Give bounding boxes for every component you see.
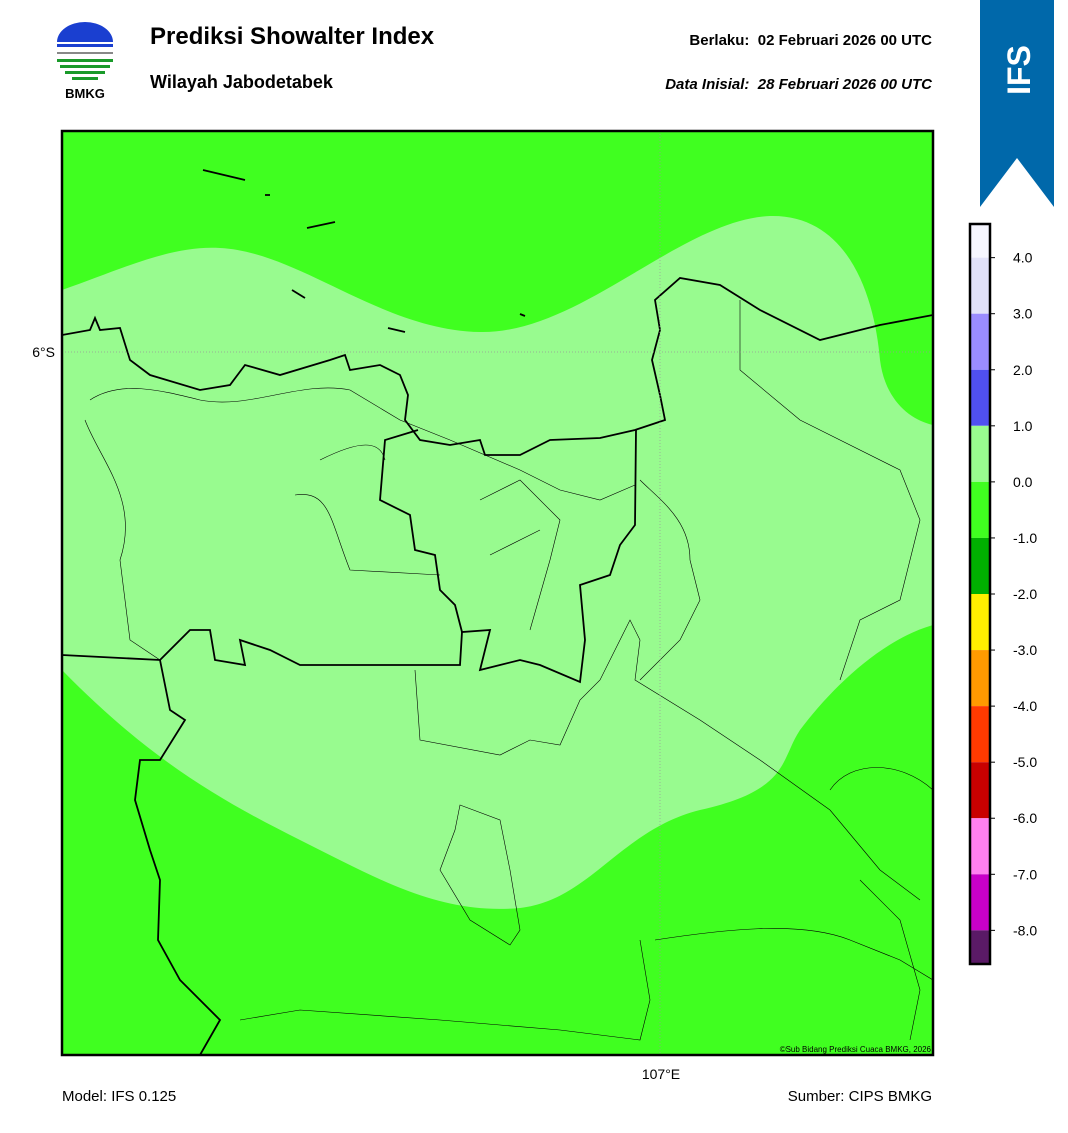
- colorbar-tick-label: -6.0: [1013, 810, 1037, 826]
- colorbar: 4.0 3.0 2.0 1.0 0.0 -1.0 -2.0 -3.0 -4.0 -5.0 -6.0 -…: [968, 222, 1037, 966]
- colorbar-segment: [970, 818, 990, 875]
- colorbar-segment: [970, 313, 990, 370]
- lat-label: 6°S: [32, 344, 55, 360]
- colorbar-segment: [970, 762, 990, 819]
- colorbar-tick-label: -3.0: [1013, 642, 1037, 658]
- colorbar-segment: [970, 257, 990, 314]
- lon-label: 107°E: [642, 1066, 680, 1082]
- logo: BMKG: [57, 22, 113, 101]
- colorbar-tick-label: 3.0: [1013, 306, 1033, 322]
- subtitle: Wilayah Jabodetabek: [150, 72, 334, 92]
- colorbar-segment: [970, 224, 990, 258]
- logo-text: BMKG: [65, 86, 105, 101]
- colorbar-segment: [970, 481, 990, 538]
- colorbar-tick-label: -7.0: [1013, 866, 1037, 882]
- colorbar-tick-label: -8.0: [1013, 922, 1037, 938]
- colorbar-tick-label: -5.0: [1013, 754, 1037, 770]
- model-label: Model: IFS 0.125: [62, 1088, 176, 1105]
- map: ©Sub Bidang Prediksi Cuaca BMKG, 2026: [60, 129, 935, 1057]
- colorbar-segment: [970, 425, 990, 482]
- colorbar-segment: [970, 874, 990, 931]
- colorbar-segment: [970, 650, 990, 707]
- colorbar-tick-label: 0.0: [1013, 474, 1033, 490]
- valid-time: Berlaku: 02 Februari 2026 00 UTC: [689, 32, 932, 49]
- colorbar-tick-label: 4.0: [1013, 250, 1033, 266]
- map-credit: ©Sub Bidang Prediksi Cuaca BMKG, 2026: [780, 1045, 932, 1054]
- colorbar-tick-label: 1.0: [1013, 418, 1033, 434]
- colorbar-segment: [970, 930, 990, 964]
- badge: [980, 0, 1054, 207]
- colorbar-tick-label: 2.0: [1013, 362, 1033, 378]
- colorbar-segment: [970, 537, 990, 594]
- init-time: Data Inisial: 28 Februari 2026 00 UTC: [665, 76, 933, 93]
- title: Prediksi Showalter Index: [150, 23, 435, 50]
- colorbar-tick-label: -2.0: [1013, 586, 1037, 602]
- colorbar-tick-label: -4.0: [1013, 698, 1037, 714]
- colorbar-tick-label: -1.0: [1013, 530, 1037, 546]
- colorbar-segment: [970, 369, 990, 426]
- source-label: Sumber: CIPS BMKG: [788, 1088, 932, 1105]
- badge-text: IFS: [1001, 45, 1037, 95]
- colorbar-segment: [970, 594, 990, 651]
- colorbar-segment: [970, 706, 990, 763]
